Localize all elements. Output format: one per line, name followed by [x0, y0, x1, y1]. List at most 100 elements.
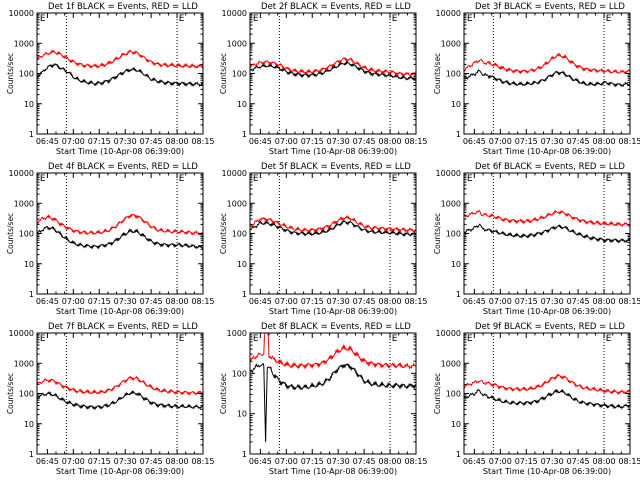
- y-tick-label: 100: [19, 390, 34, 399]
- x-tick-label: 07:45: [567, 457, 590, 466]
- e-marker-label: E: [467, 174, 473, 184]
- chart-title: Det 1f BLACK = Events, RED = LLD: [48, 2, 198, 12]
- x-tick-label: 07:00: [489, 297, 512, 306]
- chart-title: Det 8f BLACK = Events, RED = LLD: [261, 322, 411, 332]
- e-marker-label: E: [606, 334, 612, 344]
- y-tick-label: 10: [237, 260, 247, 269]
- x-tick-label: 07:00: [62, 457, 85, 466]
- series-group: [250, 215, 416, 238]
- y-tick-label: 10000: [436, 329, 461, 338]
- series-group: [37, 213, 203, 250]
- x-axis-label: Start Time (10-Apr-08 06:39:00): [483, 307, 611, 316]
- chart-title: Det 3f BLACK = Events, RED = LLD: [475, 2, 625, 12]
- x-tick-label: 06:45: [36, 457, 59, 466]
- e-marker-label: E: [253, 334, 259, 344]
- lld-series-line: [464, 52, 630, 75]
- e-marker-label: E: [253, 14, 259, 24]
- events-series-line: [250, 219, 416, 238]
- chart-title: Det 7f BLACK = Events, RED = LLD: [48, 322, 198, 332]
- x-tick-label: 07:30: [114, 457, 137, 466]
- x-axis-label: Start Time (10-Apr-08 06:39:00): [269, 147, 397, 156]
- y-axis-label: Counts/sec: [6, 53, 15, 94]
- plot-frame: [249, 332, 417, 455]
- y-tick-label: 10: [24, 100, 34, 109]
- x-tick-label: 06:45: [463, 457, 486, 466]
- x-tick-label: 08:00: [166, 297, 189, 306]
- x-tick-label: 07:30: [327, 297, 350, 306]
- y-tick-label: 1000: [441, 359, 461, 368]
- series-group: [37, 49, 203, 88]
- plot-frame: [36, 172, 204, 295]
- x-tick-label: 08:00: [379, 297, 402, 306]
- x-tick-label: 08:15: [191, 457, 214, 466]
- x-tick-label: 08:00: [593, 457, 616, 466]
- x-tick-label: 07:15: [88, 137, 111, 146]
- y-tick-label: 1000: [14, 359, 34, 368]
- y-tick-label: 10000: [436, 169, 461, 178]
- y-axis-label: Counts/sec: [433, 213, 442, 254]
- lld-series-line: [250, 57, 416, 78]
- x-tick-label: 06:45: [36, 297, 59, 306]
- lld-series-line: [37, 375, 203, 397]
- x-tick-label: 06:45: [36, 137, 59, 146]
- y-tick-label: 10: [451, 260, 461, 269]
- lld-series-line: [464, 209, 630, 228]
- x-tick-label: 07:00: [275, 137, 298, 146]
- y-tick-label: 1000: [14, 39, 34, 48]
- events-series-line: [464, 388, 630, 410]
- events-series-line: [464, 69, 630, 88]
- lld-series-line: [250, 333, 416, 370]
- events-series-line: [464, 223, 630, 244]
- plot-frame: [463, 332, 631, 455]
- y-tick-label: 100: [19, 70, 34, 79]
- x-tick-label: 08:15: [404, 137, 427, 146]
- chart-title: Det 9f BLACK = Events, RED = LLD: [475, 322, 625, 332]
- x-tick-label: 07:00: [489, 137, 512, 146]
- events-series-line: [37, 389, 203, 411]
- series-group: [37, 375, 203, 411]
- x-axis-label: Start Time (10-Apr-08 06:39:00): [483, 467, 611, 476]
- x-tick-label: 07:30: [541, 457, 564, 466]
- events-series-line: [37, 225, 203, 250]
- x-tick-label: 08:15: [618, 297, 640, 306]
- plot-frame: [36, 332, 204, 455]
- lld-series-line: [37, 213, 203, 236]
- lld-series-line: [37, 49, 203, 69]
- x-tick-label: 07:15: [515, 137, 538, 146]
- x-axis-label: Start Time (10-Apr-08 06:39:00): [56, 147, 184, 156]
- y-tick-label: 100: [232, 230, 247, 239]
- lld-series-line: [464, 373, 630, 396]
- y-tick-label: 1000: [227, 329, 247, 338]
- e-marker-label: E: [606, 174, 612, 184]
- plot-frame: [249, 12, 417, 135]
- e-marker-label: E: [40, 14, 46, 24]
- x-tick-label: 07:45: [140, 457, 163, 466]
- x-tick-label: 08:15: [191, 297, 214, 306]
- y-tick-label: 10: [24, 420, 34, 429]
- e-marker-label: E: [179, 14, 185, 24]
- x-tick-label: 08:15: [618, 457, 640, 466]
- y-tick-label: 1000: [441, 199, 461, 208]
- y-tick-label: 100: [446, 390, 461, 399]
- y-tick-label: 1: [456, 290, 461, 299]
- x-axis-label: Start Time (10-Apr-08 06:39:00): [269, 467, 397, 476]
- x-tick-label: 07:15: [301, 297, 324, 306]
- x-tick-label: 07:30: [327, 457, 350, 466]
- x-tick-label: 07:45: [353, 137, 376, 146]
- x-tick-label: 07:00: [62, 297, 85, 306]
- series-group: [464, 209, 630, 244]
- y-tick-label: 10: [24, 260, 34, 269]
- x-tick-label: 06:45: [463, 137, 486, 146]
- y-tick-label: 1: [29, 290, 34, 299]
- x-tick-label: 08:15: [618, 137, 640, 146]
- y-tick-label: 10000: [222, 9, 247, 18]
- y-axis-label: Counts/sec: [433, 53, 442, 94]
